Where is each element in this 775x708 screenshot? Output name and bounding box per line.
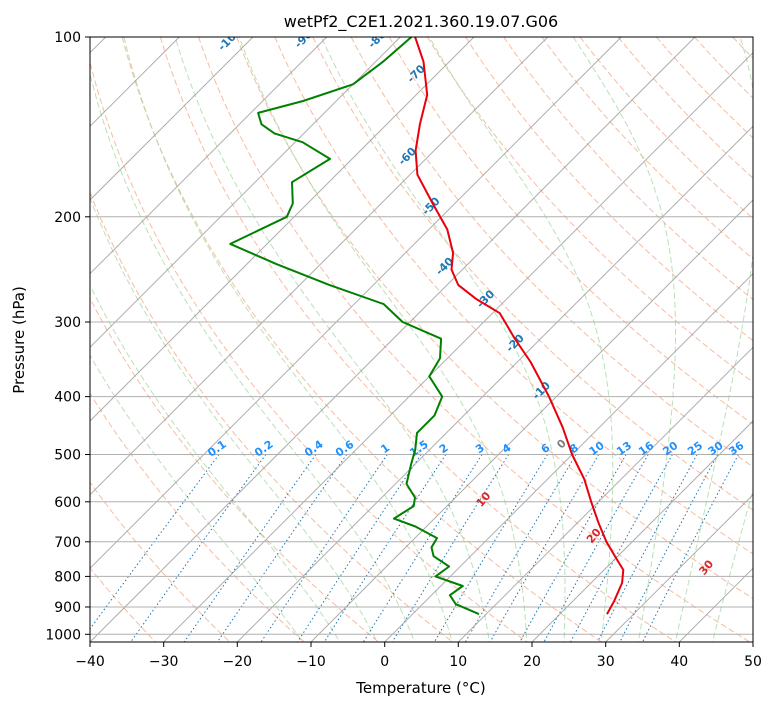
mixing-ratio-line <box>433 454 548 642</box>
y-tick-label: 400 <box>54 390 81 406</box>
isotherm-line <box>236 125 753 642</box>
y-tick-label: 800 <box>54 569 81 585</box>
dry-adiabat-line <box>388 37 753 425</box>
dry-adiabat-line <box>159 37 677 642</box>
moist-adiabat-line <box>320 37 566 642</box>
isotherm-line <box>384 272 753 642</box>
mixing-ratio-line <box>391 454 510 642</box>
x-tick-label: −40 <box>75 654 105 670</box>
isotherm-line <box>90 37 696 642</box>
isotherm-line <box>531 420 753 642</box>
dry-adiabat-line <box>350 37 753 468</box>
dewpoint-line <box>229 37 480 616</box>
moist-adiabat-line <box>238 37 528 642</box>
axis-ticks: −40 −30 −20 −10 0 10 20 30 40 50 100 200 300 400 500 60… <box>45 30 762 670</box>
series-lines <box>229 37 625 616</box>
moist-adiabat-line <box>428 37 614 642</box>
y-tick-label: 200 <box>54 210 81 226</box>
x-tick-label: −20 <box>223 654 253 670</box>
isotherm-line <box>90 37 401 349</box>
moist-adiabat-line <box>572 37 676 642</box>
temperature-line <box>414 37 625 615</box>
dry-adiabat-line <box>503 37 753 301</box>
isotherm-line <box>90 37 254 201</box>
mixing-ratio-line <box>90 454 220 630</box>
moist-adiabat-line <box>90 354 304 642</box>
dry-adiabat-line <box>90 60 528 642</box>
isotherm-line <box>457 346 753 642</box>
isotherm-line <box>90 37 622 570</box>
mixing-ratio-line <box>489 454 600 642</box>
moist-adiabat-line <box>123 37 453 642</box>
moist-adiabat-line <box>90 71 416 642</box>
moist-adiabat-line <box>90 284 341 642</box>
x-tick-label: 30 <box>597 654 615 670</box>
mixing-ratio-line <box>642 454 739 642</box>
moist-adiabat-line <box>174 37 490 642</box>
y-tick-label: 600 <box>54 495 81 511</box>
mixing-ratio-line <box>596 454 698 642</box>
dry-adiabat-line <box>617 37 753 179</box>
dry-adiabat-line <box>541 37 753 260</box>
grid-lines <box>90 37 753 642</box>
dry-adiabat-line <box>274 37 753 555</box>
x-axis-title: Temperature (°C) <box>355 679 485 697</box>
x-tick-label: 40 <box>670 654 688 670</box>
isotherm-line <box>90 37 549 496</box>
chart-title: wetPf2_C2E1.2021.360.19.07.G06 <box>284 12 558 32</box>
dry-adiabat-line <box>198 37 751 642</box>
x-tick-label: 50 <box>744 654 762 670</box>
x-tick-label: −10 <box>296 654 326 670</box>
plot-frame <box>89 36 754 643</box>
moist-adiabat-line <box>90 196 378 642</box>
mixing-ratio-line <box>216 454 348 642</box>
mixing-ratio-line <box>543 454 649 642</box>
dry-adiabat-line <box>90 481 231 642</box>
dry-adiabat-line <box>121 37 603 642</box>
background-lines <box>90 37 753 642</box>
isotherm-line <box>90 37 328 275</box>
y-axis-title: Pressure (hPa) <box>10 286 28 394</box>
y-tick-label: 700 <box>54 535 81 551</box>
x-tick-label: 0 <box>380 654 389 670</box>
mixing-ratio-line <box>519 454 627 642</box>
dry-adiabat-line <box>90 191 454 642</box>
moist-adiabat-line <box>674 37 753 642</box>
mixing-ratio-line <box>183 454 317 642</box>
dry-adiabat-line <box>465 37 753 342</box>
isotherm-line <box>605 493 753 642</box>
dry-adiabat-line <box>90 297 380 642</box>
x-tick-label: 20 <box>523 654 541 670</box>
y-tick-label: 300 <box>54 315 81 331</box>
mixing-ratio-line <box>296 454 422 642</box>
mixing-ratio-line <box>464 454 577 642</box>
isotherm-line <box>163 51 753 642</box>
y-tick-label: 900 <box>54 600 81 616</box>
isotherm-line <box>90 37 475 422</box>
mixing-ratio-line <box>260 454 388 642</box>
dry-adiabat-line <box>90 392 305 642</box>
x-tick-label: −30 <box>149 654 179 670</box>
y-tick-label: 500 <box>54 448 81 464</box>
dry-adiabat-line <box>312 37 753 511</box>
isotherm-line <box>310 199 753 642</box>
mixing-ratio-line <box>569 454 673 642</box>
dry-adiabat-line <box>236 37 753 600</box>
y-tick-label: 1000 <box>45 627 81 643</box>
x-tick-label: 10 <box>449 654 467 670</box>
y-tick-label: 100 <box>54 30 81 46</box>
